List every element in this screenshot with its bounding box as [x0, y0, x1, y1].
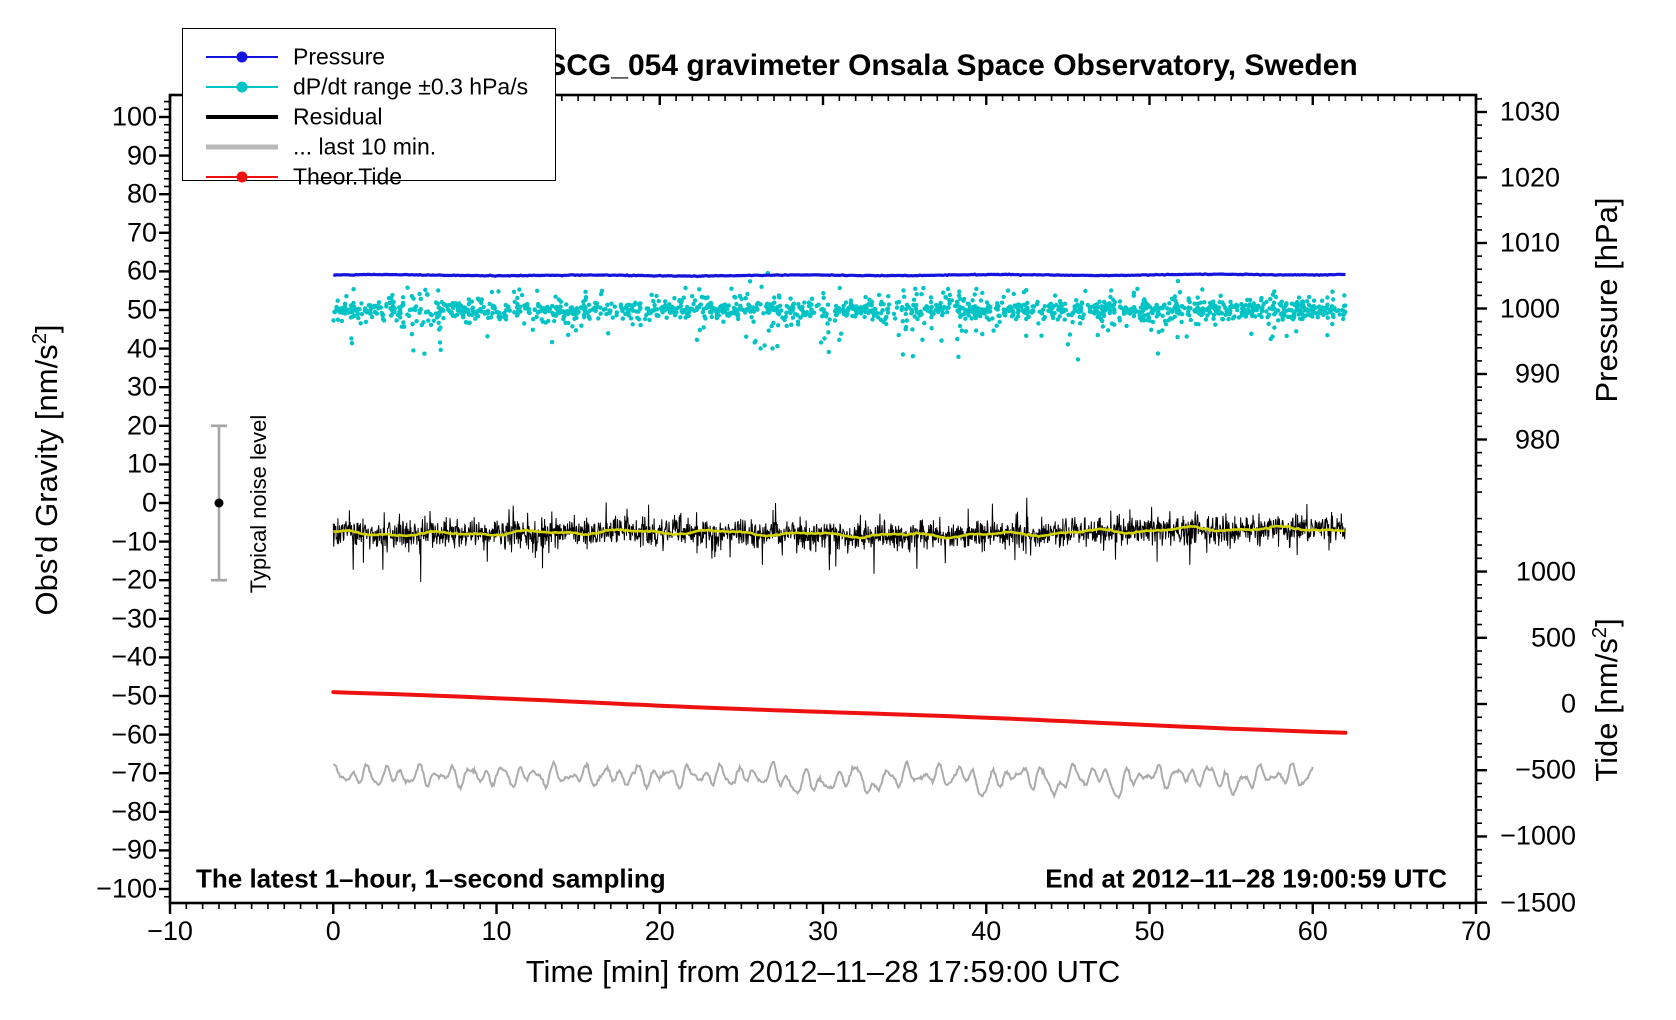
x-tick-label: 0 [325, 916, 341, 946]
y-left-tick-label: −60 [111, 719, 157, 750]
y-left-tick-label: 90 [126, 140, 157, 171]
y-left-tick-label: −70 [111, 757, 157, 788]
x-tick-label: 30 [807, 916, 839, 946]
pressure-axis-label: Pressure [hPa] [1589, 197, 1624, 403]
y-left-tick-label: 80 [126, 178, 157, 209]
tide-line [331, 690, 1348, 735]
y-left-axis-label: Obs'd Gravity [nm/s2] [29, 324, 65, 615]
x-tick-label: 20 [644, 916, 675, 946]
noise-errorbar [210, 424, 227, 582]
pressure-tick-label: 1010 [1499, 227, 1560, 258]
y-left-tick-label: −40 [111, 641, 157, 672]
legend: Pressure dP/dt range ±0.3 hPa/s Residual… [182, 28, 556, 190]
legend-label: ... last 10 min. [293, 133, 437, 160]
x-tick-label: 50 [1134, 916, 1165, 946]
tide-label-text: Tide [nm/s [1589, 638, 1625, 782]
legend-label: Theor.Tide [293, 163, 403, 190]
tide-label-sup: 2 [1588, 626, 1611, 639]
pressure-series [332, 272, 1346, 279]
x-tick-label: 10 [481, 916, 512, 946]
legend-item-pressure: Pressure [183, 42, 555, 72]
y-left-tick-label: 70 [126, 217, 157, 248]
tide-axis-label: Tide [nm/s2] [1589, 618, 1625, 781]
tide-tick-label: 1000 [1515, 556, 1576, 587]
pressure-tick-label: 980 [1514, 424, 1560, 454]
y-left-tick-label: 50 [126, 294, 157, 325]
x-tick-label: 40 [971, 916, 1002, 946]
y-left-tick-label: −90 [111, 834, 157, 865]
y-left-label-sup: 2 [28, 333, 51, 345]
x-tick-label: 60 [1297, 916, 1328, 946]
legend-item-last10: ... last 10 min. [183, 132, 555, 162]
tide-label-close: ] [1589, 618, 1625, 627]
y-left-tick-label: −10 [111, 526, 157, 557]
legend-label: Residual [293, 103, 383, 130]
y-left-tick-label: 30 [126, 371, 157, 402]
dpdt-scatter [331, 270, 1348, 362]
y-left-tick-label: 10 [126, 448, 157, 479]
y-left-tick-label: −50 [111, 680, 157, 711]
y-left-tick-label: −80 [111, 796, 157, 827]
tide-tick-label: −1000 [1500, 820, 1576, 851]
tide-tick-label: −500 [1515, 754, 1576, 785]
x-tick-label: −10 [147, 916, 193, 946]
end-time-annotation: End at 2012–11–28 19:00:59 UTC [1045, 863, 1447, 894]
y-left-tick-label: −30 [111, 603, 157, 634]
tide-tick-label: 500 [1530, 622, 1576, 653]
pressure-tick-label: 1030 [1499, 96, 1560, 127]
tide-tick-label: −1500 [1500, 887, 1576, 918]
y-left-label-text: Obs'd Gravity [nm/s [29, 344, 65, 616]
pressure-tick-label: 990 [1514, 358, 1560, 389]
legend-item-residual: Residual [183, 102, 555, 132]
residual-series [332, 497, 1346, 582]
legend-item-dpdt: dP/dt range ±0.3 hPa/s [183, 72, 555, 102]
y-left-tick-label: 100 [111, 101, 157, 132]
noise-bar-label: Typical noise level [246, 414, 271, 594]
legend-label: Pressure [293, 43, 386, 70]
y-left-tick-label: 60 [126, 255, 157, 286]
legend-label: dP/dt range ±0.3 hPa/s [293, 73, 529, 100]
y-left-tick-label: −100 [96, 873, 157, 904]
chart-title: SCG_054 gravimeter Onsala Space Observat… [546, 49, 1358, 82]
axis-ticks [159, 95, 1487, 914]
x-axis-label: Time [min] from 2012–11–28 17:59:00 UTC [525, 954, 1121, 989]
legend-item-theortide: Theor.Tide [183, 162, 555, 192]
y-left-tick-label: 20 [126, 410, 157, 441]
x-tick-label: 70 [1460, 916, 1492, 946]
y-left-label-close: ] [29, 324, 65, 334]
pressure-tick-label: 1020 [1499, 162, 1560, 192]
tide-tick-label: 0 [1560, 688, 1576, 719]
sampling-annotation: The latest 1–hour, 1–second sampling [196, 863, 666, 894]
y-left-tick-label: −20 [111, 564, 157, 595]
residual-smooth-series [333, 524, 1345, 540]
y-left-tick-label: 0 [141, 487, 157, 518]
last10-line [332, 759, 1314, 800]
y-left-tick-label: 40 [126, 333, 157, 364]
pressure-tick-label: 1000 [1499, 293, 1560, 323]
